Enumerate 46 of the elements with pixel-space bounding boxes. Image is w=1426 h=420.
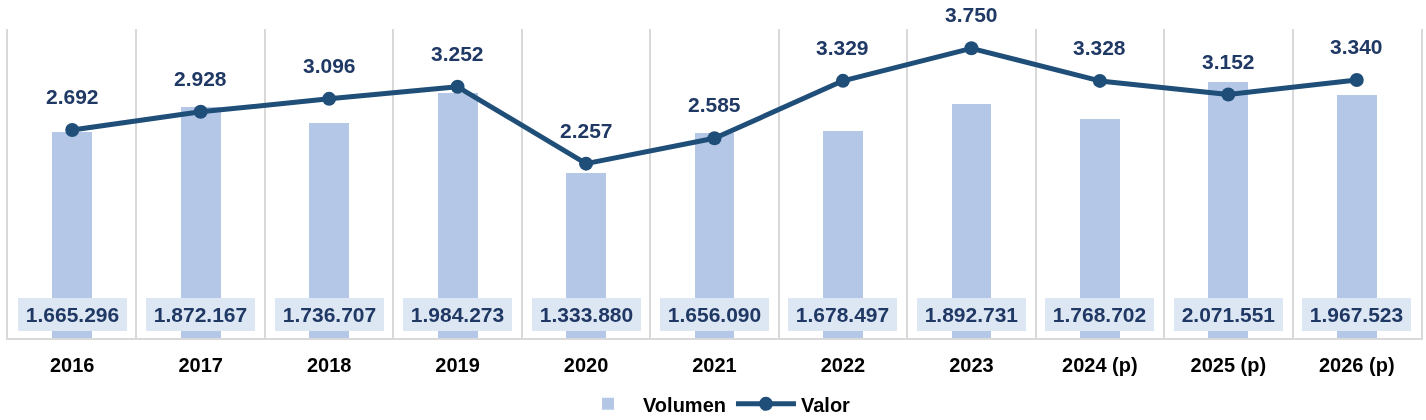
legend-label: Volumen [643, 393, 726, 416]
point [835, 73, 850, 88]
point [322, 91, 337, 106]
x-tick-label: 2018 [306, 354, 352, 376]
data-label: 1.872.167 [153, 303, 248, 326]
x-tick-label: 2024 (p) [1062, 354, 1138, 376]
x-tick-label: 2017 [178, 354, 223, 376]
point [964, 41, 979, 56]
data-label: 3.152 [1202, 50, 1255, 73]
point [707, 131, 722, 146]
data-label: 2.257 [560, 119, 613, 142]
x-tick-label: 2022 [820, 354, 866, 376]
point [1092, 73, 1107, 88]
data-label: 1.678.497 [795, 303, 890, 326]
data-label: 2.928 [174, 67, 227, 90]
data-label: 3.096 [303, 54, 356, 77]
data-label: 1.333.880 [539, 303, 634, 326]
data-label: 3.329 [816, 36, 869, 59]
x-tick-label: 2016 [49, 354, 95, 376]
data-label: 3.750 [945, 3, 998, 26]
data-label: 1.656.090 [667, 303, 762, 326]
point [1349, 72, 1364, 87]
point [1221, 87, 1236, 102]
data-label: 1.967.523 [1309, 303, 1404, 326]
data-label: 2.071.551 [1181, 303, 1276, 326]
x-tick-label: 2025 (p) [1190, 354, 1267, 376]
data-label: 2.585 [688, 93, 741, 116]
point [450, 79, 465, 94]
legend-label: Valor [800, 393, 851, 416]
data-label: 3.252 [431, 42, 484, 65]
point [579, 156, 594, 171]
data-label: 3.340 [1330, 35, 1383, 58]
x-tick-label: 2021 [692, 354, 737, 376]
data-label: 1.736.707 [282, 303, 377, 326]
data-label: 1.768.702 [1052, 303, 1147, 326]
point [193, 104, 208, 119]
x-tick-label: 2020 [563, 354, 609, 376]
x-tick-label: 2026 (p) [1318, 354, 1395, 376]
data-label: 2.692 [46, 85, 99, 108]
data-label: 1.665.296 [25, 303, 120, 326]
x-tick-label: 2023 [949, 354, 994, 376]
x-tick-label: 2019 [435, 354, 480, 376]
data-label: 3.328 [1073, 36, 1126, 59]
point [65, 123, 80, 138]
data-label: 1.892.731 [924, 303, 1019, 326]
data-label: 1.984.273 [410, 303, 505, 326]
